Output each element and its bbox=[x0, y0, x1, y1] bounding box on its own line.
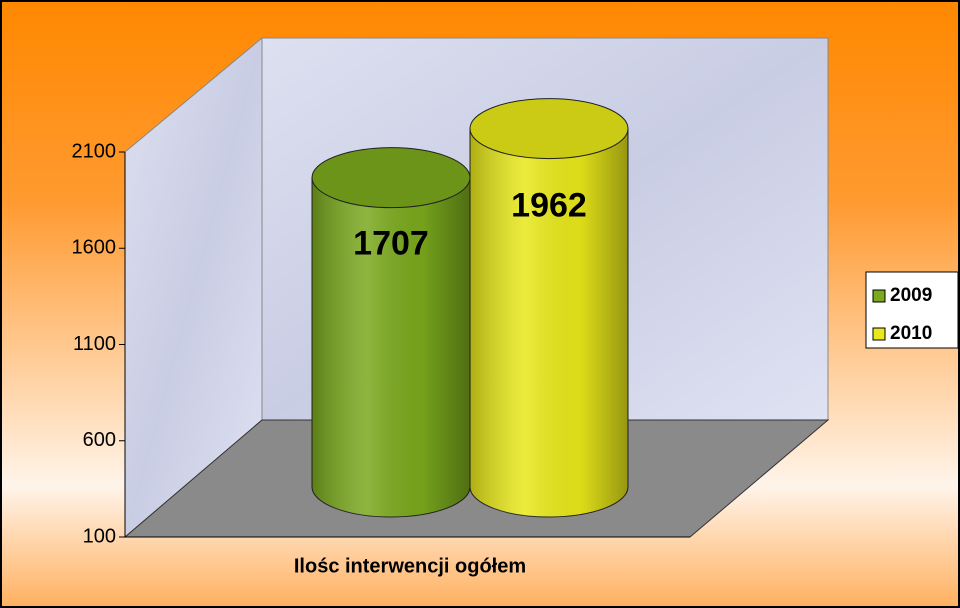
cylinder-shade bbox=[312, 177, 470, 517]
cylinder-top-shade bbox=[470, 98, 628, 159]
legend-swatch bbox=[872, 289, 886, 303]
cylinder-shade bbox=[470, 128, 628, 517]
y-tick-label: 100 bbox=[83, 525, 116, 547]
legend-swatch bbox=[872, 327, 886, 341]
y-tick-label: 1600 bbox=[72, 237, 117, 259]
cylinder-top-shade bbox=[312, 147, 470, 208]
cylinder-top bbox=[469, 98, 629, 160]
legend-label: 2010 bbox=[890, 323, 932, 344]
data-label: 1962 bbox=[511, 186, 587, 224]
x-tick-label: Ilośc interwencji ogółem bbox=[294, 555, 526, 577]
y-tick-label: 2100 bbox=[72, 140, 117, 162]
legend-label: 2009 bbox=[890, 285, 932, 306]
y-tick-label: 1100 bbox=[73, 333, 116, 355]
y-tick-label: 600 bbox=[83, 429, 116, 451]
data-label: 1707 bbox=[353, 225, 429, 263]
